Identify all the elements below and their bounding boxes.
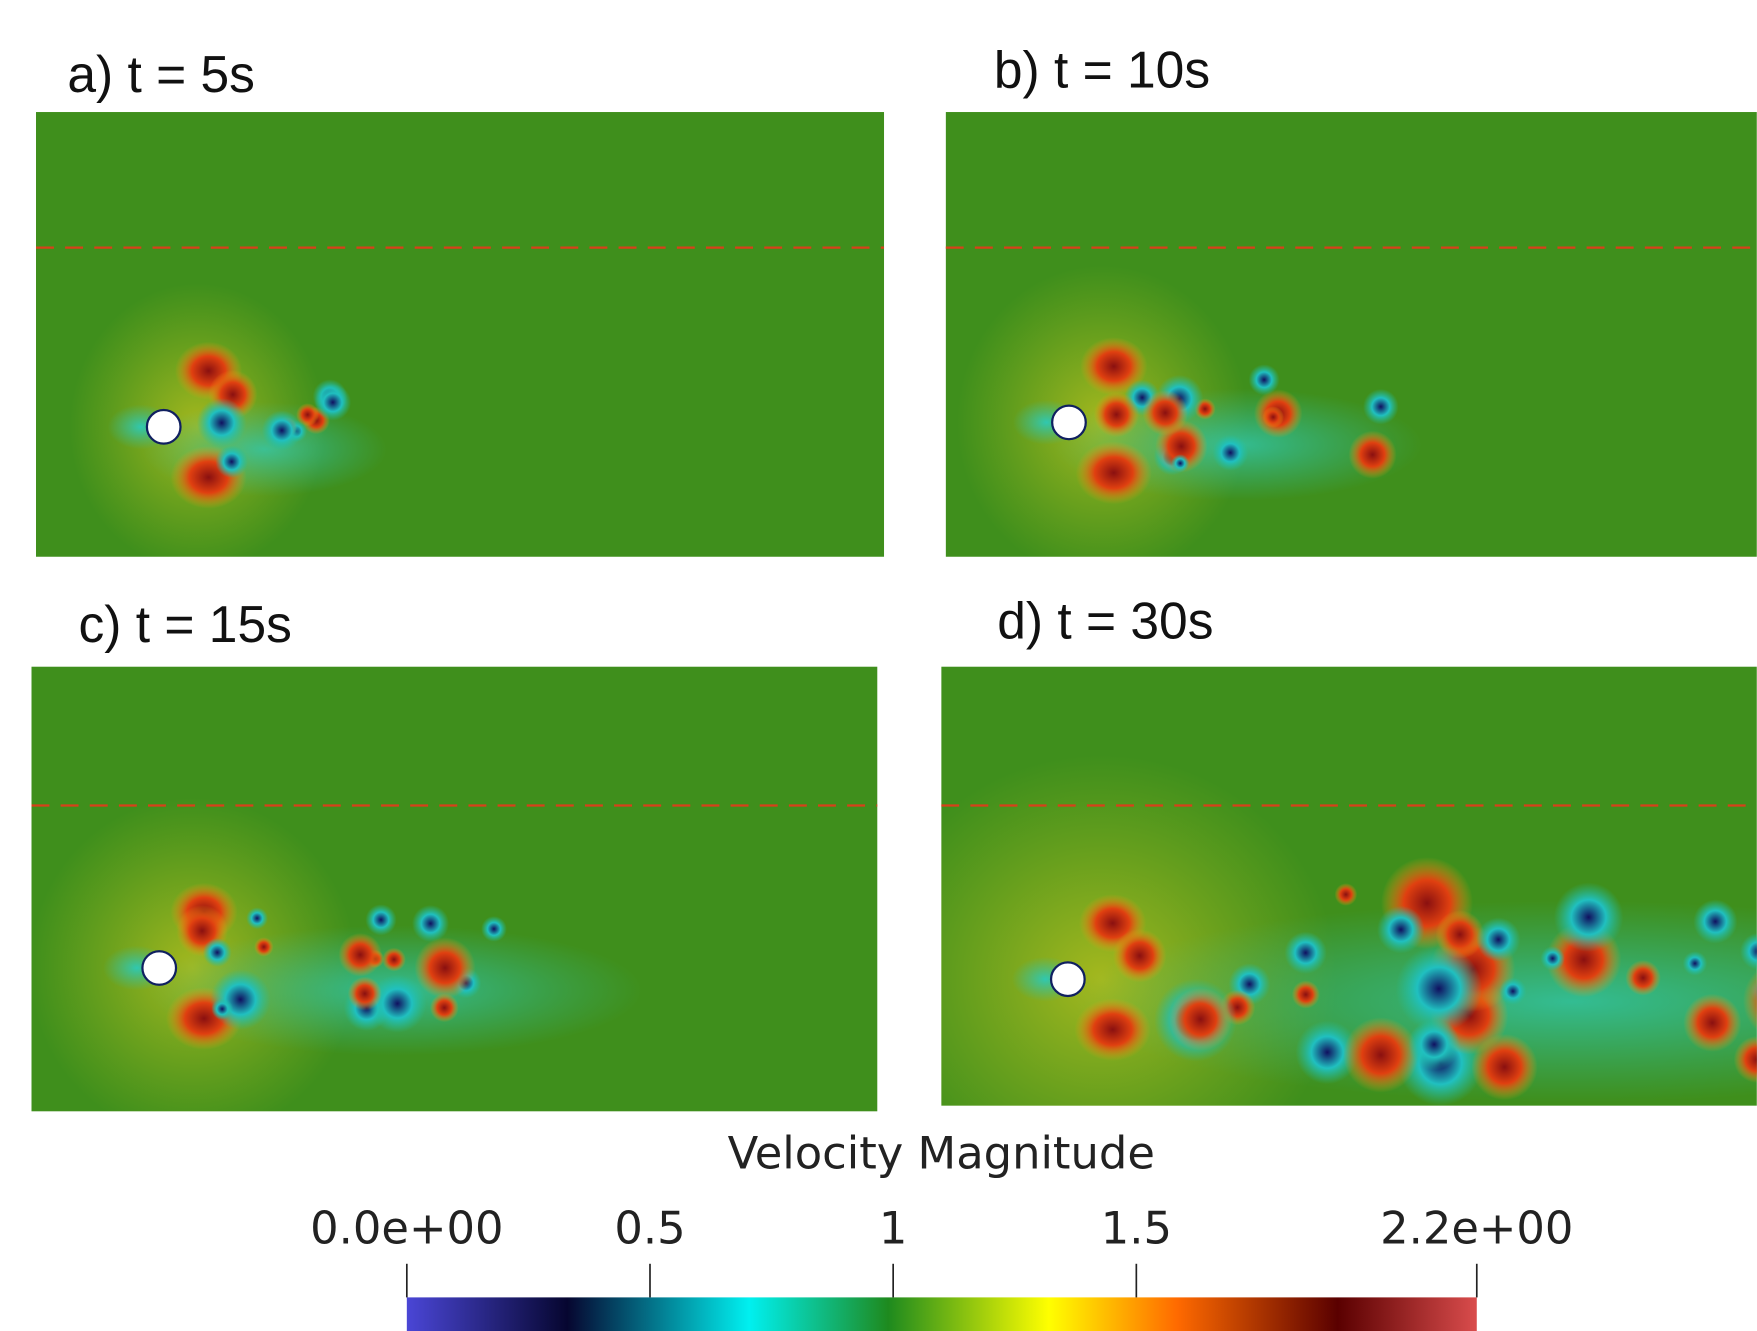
tick-label: 0.0e+00: [310, 1202, 503, 1255]
vortex: [1262, 406, 1284, 428]
vortex: [296, 403, 319, 426]
vortex: [1683, 994, 1741, 1052]
panels: a) t = 5s b) t = 10s c) t = 15s d) t = 30s: [29, 40, 1757, 1203]
vortex: [1343, 1017, 1418, 1092]
vortex: [1540, 946, 1565, 971]
panel-label: b) t = 10s: [994, 40, 1210, 98]
vortex: [1625, 960, 1660, 995]
vortex: [348, 977, 382, 1011]
vortex: [215, 445, 248, 478]
vortex: [382, 948, 406, 972]
figure: a) t = 5sb) t = 10sc) t = 15sd) t = 30s …: [0, 0, 1757, 1331]
vortex: [1284, 932, 1326, 974]
panel-label: c) t = 15s: [79, 595, 292, 653]
panel-label: a) t = 5s: [67, 45, 255, 103]
vortex: [481, 916, 507, 942]
vortex: [211, 998, 233, 1020]
vortex: [1335, 883, 1358, 906]
vortex: [1113, 929, 1166, 982]
vortex: [197, 398, 247, 448]
vortex: [1377, 906, 1425, 954]
tick-label: 2.2e+00: [1380, 1202, 1573, 1255]
vortex: [1212, 435, 1248, 471]
vortex: [412, 905, 449, 942]
red-bot: [1075, 998, 1151, 1061]
vortex: [1471, 1034, 1537, 1100]
colorbar: Velocity Magnitude 0.0e+00 0.5 1 1.5 2.2e+00: [310, 1127, 1573, 1331]
vortex: [246, 907, 268, 929]
vortex: [338, 933, 382, 977]
flow-field: [866, 667, 1757, 1204]
cylinder: [1052, 406, 1086, 440]
flow-field: [29, 667, 877, 1139]
flow-field: [946, 112, 1757, 579]
cylinder: [142, 951, 176, 985]
flow-field: [36, 112, 884, 570]
cylinder: [147, 410, 181, 444]
panel-label: d) t = 30s: [997, 592, 1213, 650]
page: {"panels": [ {"label": "a) t = 5s"}, {"l…: [0, 0, 1757, 1331]
cylinder: [1051, 962, 1085, 996]
vortex: [262, 410, 302, 450]
vortex: [315, 384, 352, 421]
vortex: [1499, 978, 1526, 1005]
vortex: [1554, 882, 1623, 951]
vortex: [1476, 917, 1520, 961]
vortex: [1363, 389, 1399, 425]
tick-label: 1.5: [1101, 1202, 1172, 1255]
vortex: [203, 938, 232, 967]
colorbar-title: Velocity Magnitude: [728, 1127, 1155, 1180]
vortex: [1396, 946, 1483, 1033]
red-bot: [1076, 441, 1152, 504]
vortex: [1693, 899, 1737, 943]
vortex: [1683, 951, 1707, 975]
vortex: [1142, 390, 1188, 436]
vortex: [1169, 988, 1232, 1051]
vortex: [415, 937, 476, 998]
vortex: [1094, 392, 1139, 437]
vortex: [1171, 454, 1189, 472]
vortex: [1292, 981, 1320, 1009]
tick-label: 0.5: [614, 1202, 685, 1255]
vortex: [1349, 431, 1397, 479]
tick-label: 1: [879, 1202, 908, 1255]
vortex: [254, 937, 273, 956]
colorbar-gradient: [407, 1297, 1477, 1331]
vortex: [365, 904, 396, 935]
vortex: [1408, 1019, 1460, 1071]
vortex: [1249, 364, 1280, 395]
